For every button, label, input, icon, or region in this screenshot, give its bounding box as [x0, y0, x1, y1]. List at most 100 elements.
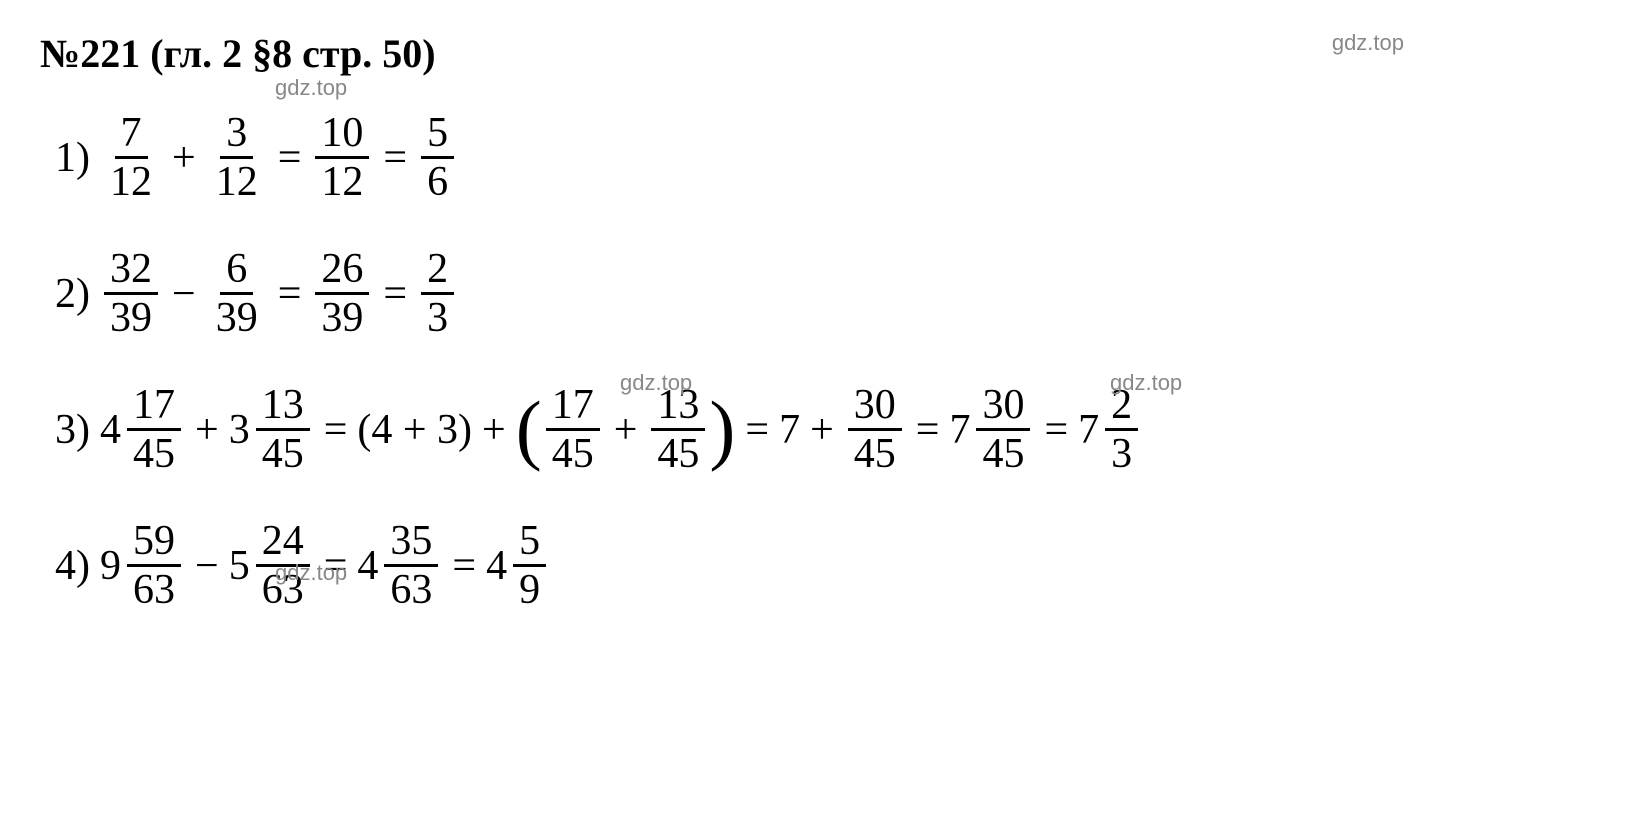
- equation-line: 2)3239−639=2639=23: [40, 248, 1594, 339]
- fraction-denominator: 3: [1105, 431, 1138, 475]
- operator: +: [195, 409, 219, 451]
- fraction-numerator: 32: [104, 248, 158, 295]
- mixed-whole: 4: [486, 545, 507, 587]
- mixed-number: 31345: [229, 384, 314, 475]
- watermark-below-title: gdz.top: [275, 75, 347, 101]
- watermark-top-right: gdz.top: [1332, 30, 1404, 56]
- fraction-numerator: 17: [546, 384, 600, 431]
- mixed-whole: 4: [357, 545, 378, 587]
- fraction-numerator: 35: [384, 520, 438, 567]
- fraction-numerator: 5: [513, 520, 546, 567]
- fraction-denominator: 39: [104, 295, 158, 339]
- mixed-whole: 4: [100, 409, 121, 451]
- fraction-denominator: 39: [315, 295, 369, 339]
- page-title: №221 (гл. 2 §8 стр. 50): [40, 30, 436, 77]
- fraction-denominator: 45: [256, 431, 310, 475]
- mixed-number: 41745: [100, 384, 185, 475]
- fraction: 3563: [384, 520, 438, 611]
- fraction-denominator: 3: [421, 295, 454, 339]
- fraction: 1745: [546, 384, 600, 475]
- mixed-whole: 3: [229, 409, 250, 451]
- fraction: 3239: [104, 248, 158, 339]
- fraction: 56: [421, 112, 454, 203]
- fraction-numerator: 26: [315, 248, 369, 295]
- fraction-numerator: 2: [421, 248, 454, 295]
- mixed-number: 723: [1078, 384, 1142, 475]
- mixed-whole: 9: [100, 545, 121, 587]
- operator: =: [1044, 409, 1068, 451]
- mixed-whole: 5: [229, 545, 250, 587]
- math-text: 7: [779, 409, 800, 451]
- fraction-denominator: 63: [384, 567, 438, 611]
- fraction: 712: [104, 112, 158, 203]
- equation-index: 3): [40, 409, 90, 451]
- mixed-number: 43563: [357, 520, 442, 611]
- watermark-mid-1: gdz.top: [620, 370, 692, 396]
- fraction-denominator: 12: [104, 159, 158, 203]
- fraction-denominator: 12: [210, 159, 264, 203]
- operator: −: [172, 273, 196, 315]
- equation-line: 3)41745+31345=(4 + 3)+(1745+1345)=7+3045…: [40, 384, 1594, 475]
- fraction-numerator: 13: [256, 384, 310, 431]
- equations-container: 1)712+312=1012=562)3239−639=2639=233)417…: [40, 112, 1594, 611]
- operator: =: [745, 409, 769, 451]
- fraction-denominator: 12: [315, 159, 369, 203]
- fraction-numerator: 30: [976, 384, 1030, 431]
- fraction: 3045: [976, 384, 1030, 475]
- operator: =: [383, 137, 407, 179]
- operator: =: [324, 409, 348, 451]
- mixed-number: 459: [486, 520, 550, 611]
- left-paren: (: [516, 398, 542, 460]
- fraction-denominator: 45: [848, 431, 902, 475]
- operator: =: [278, 137, 302, 179]
- fraction-denominator: 6: [421, 159, 454, 203]
- fraction-denominator: 45: [651, 431, 705, 475]
- fraction: 1345: [651, 384, 705, 475]
- fraction: 639: [210, 248, 264, 339]
- operator: =: [452, 545, 476, 587]
- fraction-numerator: 10: [315, 112, 369, 159]
- math-text: (4 + 3): [357, 409, 472, 451]
- fraction: 3045: [848, 384, 902, 475]
- operator: =: [916, 409, 940, 451]
- operator: +: [172, 137, 196, 179]
- mixed-whole: 7: [1078, 409, 1099, 451]
- operator: −: [195, 545, 219, 587]
- fraction-denominator: 45: [546, 431, 600, 475]
- fraction-denominator: 9: [513, 567, 546, 611]
- fraction-numerator: 5: [421, 112, 454, 159]
- right-paren: ): [709, 398, 735, 460]
- fraction: 59: [513, 520, 546, 611]
- mixed-number: 73045: [949, 384, 1034, 475]
- mixed-whole: 7: [949, 409, 970, 451]
- fraction-numerator: 59: [127, 520, 181, 567]
- fraction: 1745: [127, 384, 181, 475]
- equation-index: 1): [40, 137, 90, 179]
- operator: =: [383, 273, 407, 315]
- fraction-numerator: 7: [115, 112, 148, 159]
- fraction: 1012: [315, 112, 369, 203]
- operator: =: [278, 273, 302, 315]
- fraction: 2639: [315, 248, 369, 339]
- fraction-denominator: 45: [976, 431, 1030, 475]
- operator: +: [482, 409, 506, 451]
- mixed-number: 95963: [100, 520, 185, 611]
- fraction-denominator: 45: [127, 431, 181, 475]
- fraction: 23: [421, 248, 454, 339]
- operator: +: [810, 409, 834, 451]
- operator: +: [614, 409, 638, 451]
- fraction: 312: [210, 112, 264, 203]
- fraction-numerator: 6: [220, 248, 253, 295]
- fraction: 5963: [127, 520, 181, 611]
- fraction-denominator: 39: [210, 295, 264, 339]
- watermark-mid-2: gdz.top: [1110, 370, 1182, 396]
- fraction-numerator: 3: [220, 112, 253, 159]
- equation-line: 1)712+312=1012=56: [40, 112, 1594, 203]
- equation-line: 4)95963−52463=43563=459: [40, 520, 1594, 611]
- fraction: 1345: [256, 384, 310, 475]
- watermark-lower: gdz.top: [275, 560, 347, 586]
- fraction-numerator: 17: [127, 384, 181, 431]
- equation-index: 4): [40, 545, 90, 587]
- fraction-denominator: 63: [127, 567, 181, 611]
- fraction: 23: [1105, 384, 1138, 475]
